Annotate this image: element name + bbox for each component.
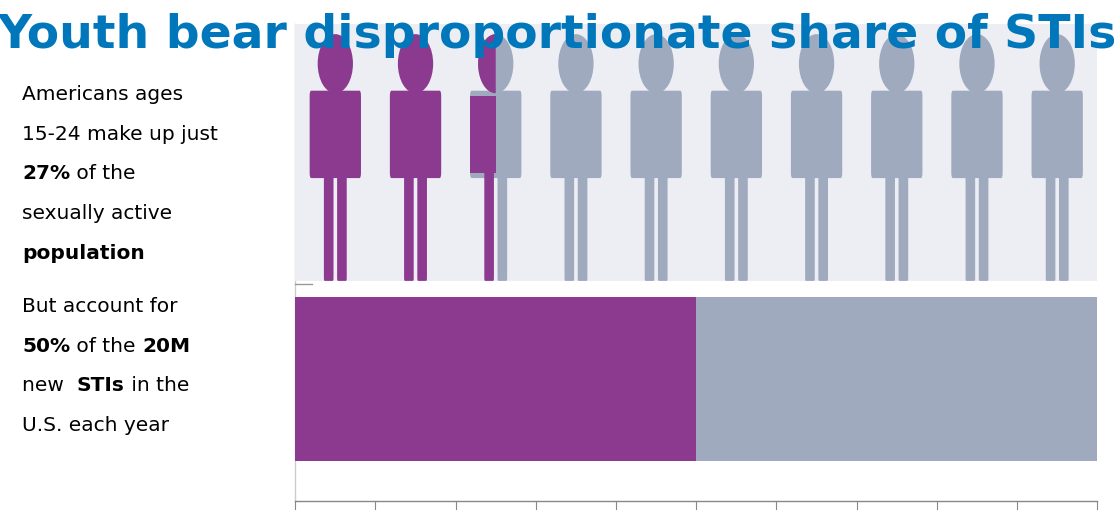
FancyBboxPatch shape: [565, 170, 574, 281]
FancyBboxPatch shape: [310, 91, 361, 178]
FancyBboxPatch shape: [979, 170, 988, 281]
FancyBboxPatch shape: [390, 91, 441, 178]
FancyBboxPatch shape: [1046, 170, 1055, 281]
FancyBboxPatch shape: [578, 170, 587, 281]
Text: 27%: 27%: [22, 164, 70, 183]
Ellipse shape: [799, 34, 834, 93]
Text: population: population: [22, 244, 145, 263]
Ellipse shape: [638, 34, 674, 93]
Ellipse shape: [879, 34, 915, 93]
FancyBboxPatch shape: [739, 170, 747, 281]
Text: But account for: But account for: [22, 297, 178, 316]
Ellipse shape: [317, 34, 353, 93]
Ellipse shape: [558, 34, 594, 93]
FancyBboxPatch shape: [966, 170, 975, 281]
FancyBboxPatch shape: [485, 170, 494, 281]
FancyBboxPatch shape: [550, 91, 602, 178]
FancyBboxPatch shape: [886, 170, 895, 281]
FancyBboxPatch shape: [324, 170, 333, 281]
Ellipse shape: [478, 34, 514, 93]
FancyBboxPatch shape: [819, 170, 828, 281]
Text: STIs: STIs: [77, 376, 125, 395]
Ellipse shape: [959, 34, 995, 93]
Text: of the: of the: [70, 337, 143, 356]
FancyBboxPatch shape: [791, 91, 842, 178]
FancyBboxPatch shape: [470, 91, 521, 178]
Text: in the: in the: [125, 376, 189, 395]
FancyBboxPatch shape: [645, 170, 654, 281]
FancyBboxPatch shape: [1032, 91, 1083, 178]
Text: of the: of the: [70, 164, 136, 183]
FancyBboxPatch shape: [1059, 170, 1068, 281]
Text: new: new: [22, 376, 77, 395]
FancyBboxPatch shape: [418, 170, 427, 281]
Text: U.S. each year: U.S. each year: [22, 416, 169, 435]
FancyBboxPatch shape: [951, 91, 1003, 178]
Ellipse shape: [1039, 34, 1075, 93]
Ellipse shape: [398, 34, 433, 93]
Bar: [470, 96, 496, 173]
FancyBboxPatch shape: [805, 170, 814, 281]
FancyBboxPatch shape: [871, 91, 922, 178]
Text: 15-24 make up just: 15-24 make up just: [22, 125, 218, 144]
Text: sexually active: sexually active: [22, 204, 173, 223]
FancyBboxPatch shape: [498, 170, 507, 281]
FancyBboxPatch shape: [658, 170, 667, 281]
FancyBboxPatch shape: [725, 170, 734, 281]
FancyBboxPatch shape: [899, 170, 908, 281]
Text: 50%: 50%: [22, 337, 70, 356]
Text: Americans ages: Americans ages: [22, 85, 184, 104]
FancyBboxPatch shape: [404, 170, 413, 281]
Text: Youth bear disproportionate share of STIs: Youth bear disproportionate share of STI…: [0, 13, 1114, 58]
Text: 20M: 20M: [143, 337, 190, 356]
FancyBboxPatch shape: [711, 91, 762, 178]
Ellipse shape: [719, 34, 754, 93]
FancyBboxPatch shape: [338, 170, 346, 281]
FancyBboxPatch shape: [631, 91, 682, 178]
PathPatch shape: [478, 34, 496, 93]
